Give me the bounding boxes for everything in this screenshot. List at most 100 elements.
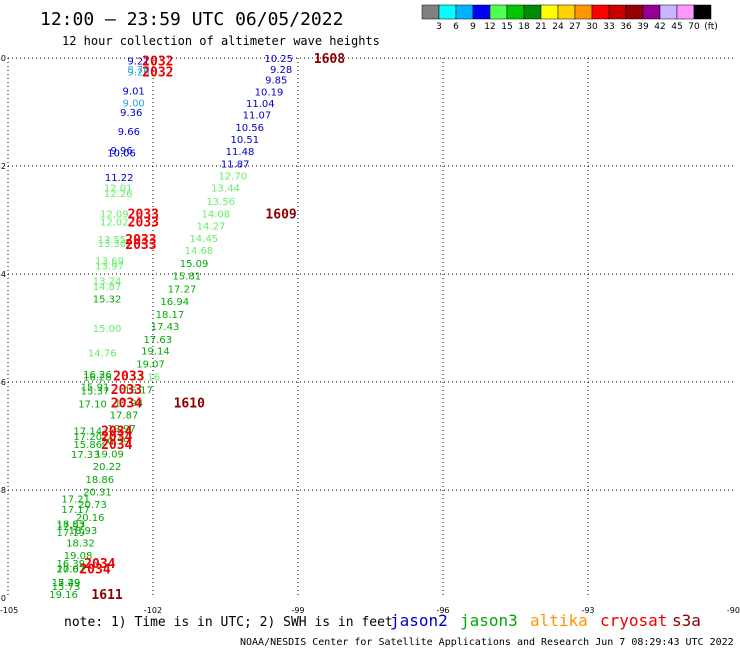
legend-label: (ft) — [704, 22, 718, 32]
wave-height-value: 16.26 — [83, 370, 112, 381]
wave-height-value: 20.31 — [83, 488, 112, 499]
page-subtitle: 12 hour collection of altimeter wave hei… — [62, 34, 380, 48]
pass-time-label: 2032 — [142, 66, 173, 81]
legend-swatch — [676, 4, 695, 20]
lat-tick-label: -44 — [0, 270, 6, 279]
legend-swatch — [540, 4, 559, 20]
satellite-name-jason3: jason3 — [460, 611, 518, 630]
wave-height-value: 13.97 — [95, 261, 124, 272]
wave-height-value: 15.86 — [73, 440, 102, 451]
wave-height-value: 13.44 — [211, 184, 240, 195]
legend-swatch — [659, 4, 678, 20]
wave-height-value: 18.93 — [69, 526, 98, 537]
pass-time-label: 2034 — [101, 430, 132, 445]
wave-height-value: 15.32 — [93, 294, 122, 305]
legend-swatch — [557, 4, 576, 20]
wave-height-value: 9.28 — [127, 68, 149, 79]
legend-label: 36 — [620, 22, 632, 32]
pass-time-label: 2033 — [125, 238, 156, 253]
wave-height-value: 18.17 — [156, 310, 185, 321]
wave-height-value: 10.51 — [231, 135, 260, 146]
wave-height-value: 12.26 — [104, 189, 133, 200]
wave-height-value: 10.25 — [264, 54, 293, 65]
pass-time-label: 2034 — [111, 397, 142, 412]
pass-time-label: 1608 — [314, 52, 345, 67]
legend-label: 33 — [603, 22, 614, 32]
wave-height-value: 11.48 — [226, 147, 255, 158]
legend-label: 21 — [535, 22, 546, 32]
pass-time-label: 2033 — [113, 370, 144, 385]
pass-time-label: 2033 — [111, 383, 142, 398]
pass-time-label: 2033 — [128, 208, 159, 223]
wave-height-value: 9.01 — [123, 86, 145, 97]
map-frame: -40 -42 -44 -46 -48 -50 -105 -102 -99 -96 -93 -90 — [0, 54, 740, 615]
legend-label: 45 — [671, 22, 682, 32]
wave-height-value: 12.01 — [104, 184, 133, 195]
wave-height-value: 16.39 — [57, 559, 86, 570]
wave-height-values: 9.219.288.789.019.009.369.669.9610.0611.… — [49, 54, 293, 601]
wave-height-value: 17.43 — [151, 322, 180, 333]
pass-time-label: 2034 — [84, 557, 115, 572]
legend-swatch — [472, 4, 491, 20]
legend-swatch — [574, 4, 593, 20]
wave-height-value: 17.16 — [131, 373, 160, 384]
wave-height-value: 11.07 — [243, 111, 272, 122]
wave-height-value: 9.96 — [110, 146, 132, 157]
wave-height-value: 17.21 — [61, 495, 90, 506]
pass-time-label: 2033 — [128, 216, 159, 231]
wave-height-value: 19.97 — [107, 424, 136, 435]
wave-height-value: 14.76 — [88, 348, 117, 359]
wave-height-value: 15.81 — [173, 272, 202, 283]
legend-swatch — [693, 4, 712, 20]
wave-height-value: 9.85 — [265, 76, 287, 87]
lon-tick-label: -102 — [144, 606, 162, 615]
satellite-name-s3a: s3a — [672, 611, 701, 630]
lon-tick-label: -96 — [436, 606, 449, 615]
wave-height-value: 11.87 — [221, 159, 250, 170]
pass-time-label: 2034 — [79, 562, 110, 577]
legend-label: 12 — [484, 22, 495, 32]
pass-time-label: 1609 — [265, 208, 296, 223]
wave-height-value: 17.87 — [110, 410, 139, 421]
wave-height-value: 15.09 — [180, 259, 209, 270]
wave-height-value: 12.09 — [100, 210, 129, 221]
wave-height-value: 14.08 — [202, 210, 231, 221]
wave-height-value: 17.10 — [78, 400, 107, 411]
legend-label: 42 — [654, 22, 665, 32]
satellite-name-jason2: jason2 — [390, 611, 448, 630]
wave-height-value: 18.86 — [86, 475, 115, 486]
wave-height-value: 10.19 — [255, 87, 284, 98]
wave-height-value: 9.21 — [127, 57, 149, 68]
wave-height-value: 20.22 — [93, 462, 122, 473]
lat-tick-label: -50 — [0, 594, 6, 603]
wave-height-value: 19.14 — [141, 347, 170, 358]
lat-tick-label: -40 — [0, 54, 6, 63]
legend-label: 70 — [688, 22, 700, 32]
footer-credit: NOAA/NESDIS Center for Satellite Applica… — [240, 637, 734, 648]
wave-height-value: 17.29 — [52, 578, 81, 589]
page-title: 12:00 — 23:59 UTC 06/05/2022 — [40, 9, 343, 30]
wave-height-value: 16.94 — [160, 297, 189, 308]
lat-tick-label: -46 — [0, 378, 6, 387]
wave-height-value: 17.20 — [73, 432, 102, 443]
wave-height-value: 12.70 — [218, 172, 247, 183]
wave-height-value: 11.22 — [105, 173, 134, 184]
wave-height-value: 13.56 — [206, 197, 235, 208]
wave-height-value: 14.68 — [185, 246, 214, 257]
wave-height-value: 20.02 — [57, 564, 86, 575]
legend-swatch — [642, 4, 661, 20]
wave-height-value: 15.00 — [93, 324, 122, 335]
lon-tick-label: -99 — [291, 606, 304, 615]
wave-height-value: 13.24 — [93, 276, 122, 287]
legend-label: 3 — [436, 22, 442, 32]
wave-height-value: 15.91 — [81, 382, 110, 393]
legend-label: 15 — [501, 22, 512, 32]
wave-height-value: 17.14 — [73, 427, 102, 438]
wave-height-value: 15.49 — [52, 578, 81, 589]
lon-tick-label: -105 — [0, 606, 18, 615]
legend-label: 27 — [569, 22, 580, 32]
pass-time-label: 1611 — [91, 588, 122, 603]
satellite-legend: jason2 jason3 altika cryosat s3a — [390, 611, 701, 630]
pass-time-label: 2034 — [101, 425, 132, 440]
